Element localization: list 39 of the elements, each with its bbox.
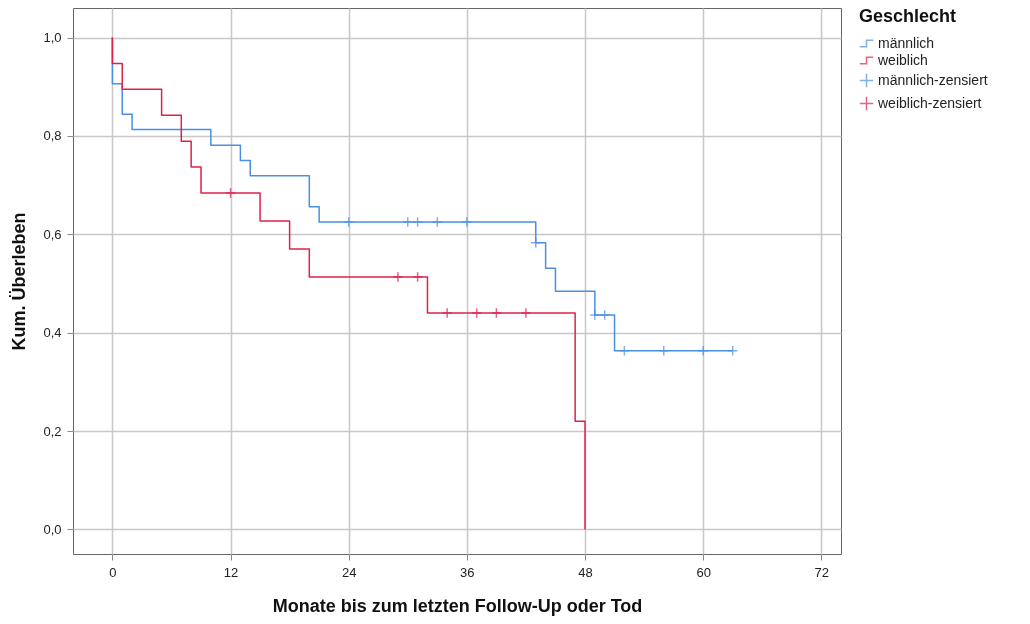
y-tick-label: 0,2 [43, 423, 62, 439]
point [589, 309, 601, 321]
point [441, 307, 453, 319]
point [471, 307, 483, 319]
x-tick-label: 36 [460, 564, 475, 580]
legend-label: männlich-zensiert [878, 71, 988, 88]
y-tick-label: 0,8 [43, 128, 62, 144]
point [618, 345, 630, 357]
y-tick-label: 1,0 [43, 30, 62, 46]
point [490, 307, 502, 319]
legend-label: weiblich-zensiert [877, 94, 982, 111]
point [599, 309, 611, 321]
x-tick-label: 24 [341, 564, 357, 580]
point [461, 216, 473, 228]
y-tick-label: 0,4 [43, 325, 62, 341]
point [431, 216, 443, 228]
point [697, 345, 709, 357]
point [392, 271, 404, 283]
legend-label: weiblich [877, 51, 928, 68]
y-tick-label: 0,6 [43, 226, 62, 242]
point [658, 345, 670, 357]
point [412, 271, 424, 283]
legend-label: männlich [878, 34, 935, 51]
point [412, 216, 424, 228]
x-tick-label: 48 [578, 564, 593, 580]
x-axis-title: Monate bis zum letzten Follow-Up oder Tod [272, 595, 643, 616]
y-tick-label: 0,0 [43, 521, 62, 537]
x-tick-label: 0 [109, 564, 117, 580]
x-tick-label: 72 [814, 564, 830, 580]
point [343, 216, 355, 228]
point [520, 307, 532, 319]
point [530, 237, 542, 249]
point [402, 216, 414, 228]
y-axis-title: Kum. Überleben [9, 212, 30, 351]
x-tick-label: 12 [223, 564, 239, 580]
point [225, 187, 237, 199]
legend-title: Geschlecht [859, 6, 957, 26]
point [727, 345, 739, 357]
x-tick-label: 60 [696, 564, 711, 580]
